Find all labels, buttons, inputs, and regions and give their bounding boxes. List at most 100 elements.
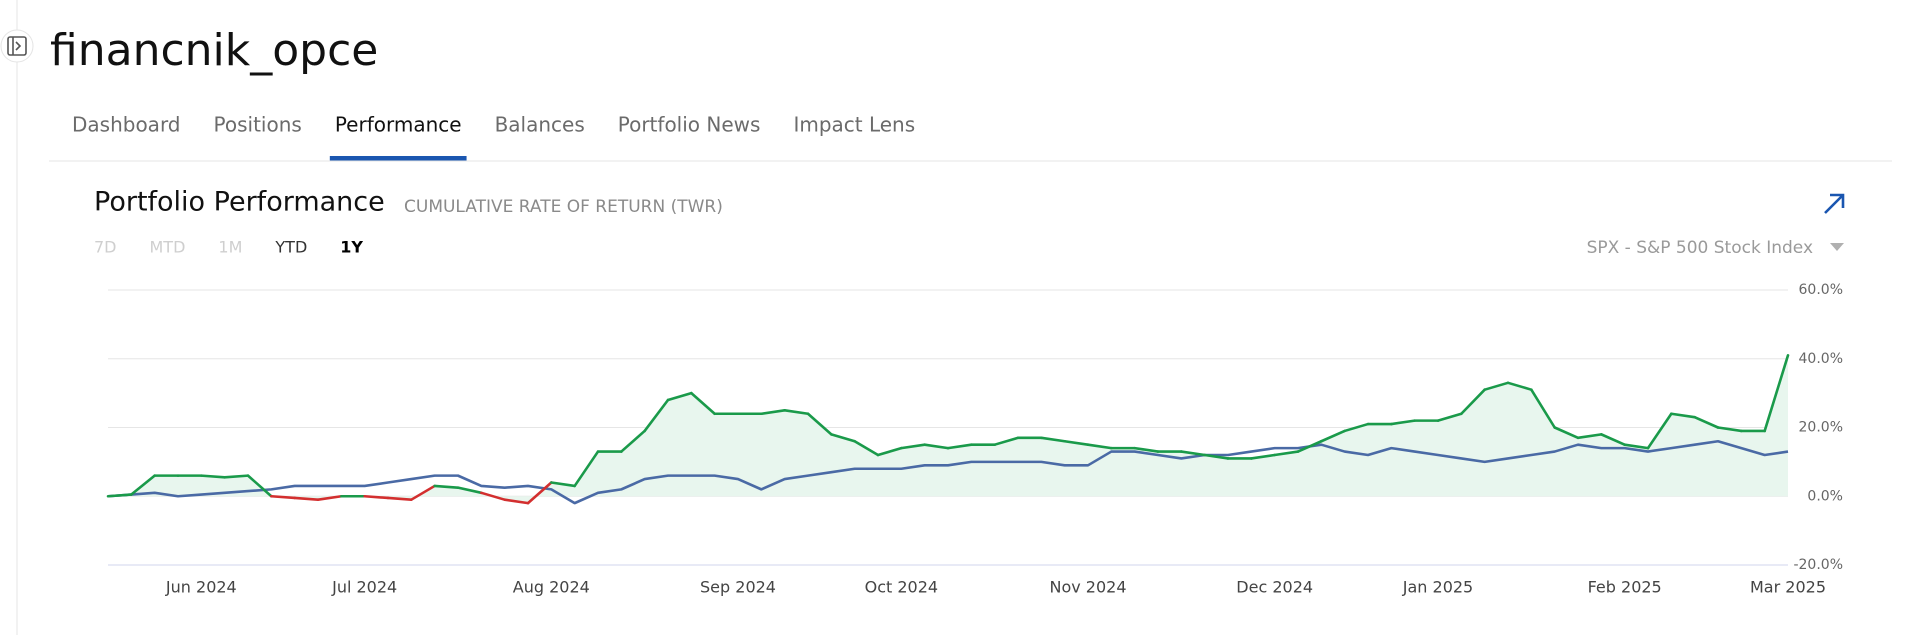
line-segment [1646, 412, 1673, 450]
line-segment [1483, 381, 1510, 391]
expand-icon[interactable] [1824, 193, 1845, 214]
line-segment [456, 486, 483, 495]
line-segment [433, 484, 460, 489]
line-segment [1530, 388, 1556, 429]
line-segment [643, 398, 670, 433]
tab[interactable]: Positions [214, 113, 302, 137]
line-segment [270, 494, 296, 500]
line-segment [1086, 443, 1113, 450]
line-segment [1250, 453, 1276, 460]
line-segment [1133, 446, 1160, 453]
area [108, 355, 1788, 504]
sidebar-toggle[interactable] [0, 29, 34, 63]
line-segment [130, 474, 156, 496]
line-segment [223, 474, 250, 479]
line-segment [1716, 426, 1743, 433]
line-segment [1063, 439, 1090, 446]
line-segment [1670, 412, 1696, 419]
line-segment [1623, 443, 1650, 450]
line-segment [1436, 412, 1463, 422]
line-segment [1040, 436, 1066, 443]
line-segment [690, 391, 716, 416]
range-button[interactable]: YTD [274, 238, 307, 257]
line-segment [550, 481, 576, 488]
line-segment [1553, 426, 1580, 440]
x-tick-label: Mar 2025 [1750, 578, 1826, 597]
dropdown-caret[interactable] [1830, 243, 1844, 251]
tab[interactable]: Portfolio News [618, 113, 761, 137]
benchmark-selector[interactable]: SPX - S&P 500 Stock Index [1587, 238, 1813, 258]
line-segment [760, 409, 786, 416]
tab[interactable]: Impact Lens [793, 113, 915, 137]
line-segment [993, 436, 1020, 446]
line-segment [1296, 439, 1323, 453]
line-segment [1273, 450, 1300, 457]
line-segment [806, 412, 833, 436]
x-tick-label: Nov 2024 [1049, 578, 1126, 597]
line-segment [1203, 453, 1230, 460]
range-button[interactable]: 1Y [340, 238, 363, 257]
line [107, 439, 1789, 505]
range-button: MTD [150, 238, 186, 257]
line-segment [386, 496, 413, 501]
plot: -20.0% 0.0% 20.0% 40.0% 60.0% Jun 2024 Jul 202… [106, 282, 1843, 597]
x-tick-label: Oct 2024 [865, 578, 938, 597]
x-tick-label: Feb 2025 [1588, 578, 1662, 597]
tab[interactable]: Balances [495, 113, 585, 137]
tab[interactable]: Performance [335, 113, 462, 137]
line-segment [853, 439, 880, 457]
y-tick-label: 20.0% [1799, 420, 1843, 436]
range-button: 7D [94, 238, 117, 257]
line-segment [620, 429, 646, 453]
line-segment [573, 450, 600, 488]
tab[interactable]: Dashboard [72, 113, 181, 137]
line-segment [1343, 422, 1370, 433]
chart-title: Portfolio Performance [94, 187, 385, 218]
x-tick-label: Jan 2025 [1402, 578, 1473, 597]
line-segment [876, 446, 903, 457]
sidebar-icon [7, 36, 27, 56]
line-segment [293, 496, 320, 501]
line-segment [1390, 419, 1416, 426]
x-tick-label: Aug 2024 [513, 578, 590, 597]
line-segment [316, 494, 343, 501]
line-segment [246, 474, 273, 498]
line-segment [363, 494, 390, 500]
x-tick-label: Jun 2024 [165, 578, 237, 597]
x-tick-label: Dec 2024 [1236, 578, 1313, 597]
y-tick-label: -20.0% [1793, 557, 1843, 573]
chart-subtitle: CUMULATIVE RATE OF RETURN (TWR) [404, 197, 723, 217]
line-segment [480, 491, 506, 501]
line-segment [1460, 388, 1486, 416]
line-segment [106, 493, 133, 498]
tabs: Dashboard Positions Performance Balances Por… [72, 113, 915, 161]
sidebar-icon-arrow [12, 37, 22, 55]
line-segment [200, 474, 226, 479]
y-tick-label: 60.0% [1799, 282, 1843, 298]
x-tick-label: Jul 2024 [331, 578, 397, 597]
line-segment [503, 498, 530, 505]
line-segment [923, 443, 950, 450]
line-segment [1576, 433, 1603, 440]
line-segment [666, 391, 693, 402]
line-segment [526, 481, 553, 505]
line-segment [1600, 433, 1626, 446]
range-button: 1M [218, 238, 242, 257]
line-segment [1506, 381, 1533, 391]
line-segment [410, 484, 436, 501]
line-segment [946, 443, 973, 450]
y-tick-label: 40.0% [1799, 351, 1843, 367]
x-tick-label: Sep 2024 [700, 578, 776, 597]
y-tick-label: 0.0% [1807, 488, 1843, 504]
line-segment [1180, 450, 1206, 457]
line-segment [783, 409, 810, 416]
range-buttons: 7D MTD 1M YTD 1Y [94, 238, 363, 257]
line-segment [900, 443, 926, 450]
line-segment [1320, 429, 1346, 443]
line-segment [1693, 415, 1720, 429]
page-title: financnik_opce [50, 25, 378, 76]
tab-active-indicator [329, 156, 467, 161]
line-segment [830, 433, 856, 443]
